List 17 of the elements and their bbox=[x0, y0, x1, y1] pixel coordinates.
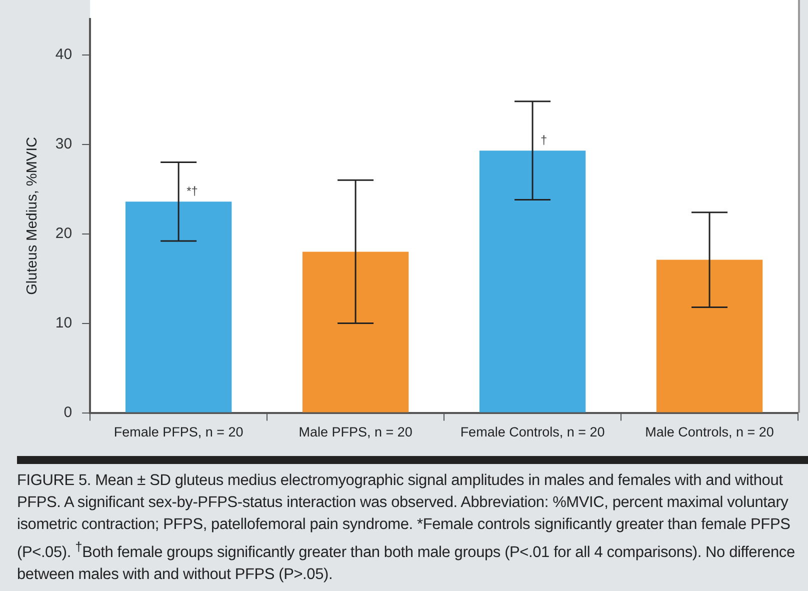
x-tick-label: Female Controls, n = 20 bbox=[460, 424, 605, 440]
bar bbox=[656, 260, 763, 412]
x-tick-label: Male Controls, n = 20 bbox=[645, 424, 774, 440]
y-tick-label: 20 bbox=[55, 224, 72, 242]
y-tick-label: 0 bbox=[64, 404, 72, 421]
y-axis-title: Gluteus Medius, %MVIC bbox=[24, 136, 41, 295]
bar bbox=[479, 150, 586, 412]
x-tick-label: Female PFPS, n = 20 bbox=[114, 424, 244, 440]
caption: FIGURE 5. Mean ± SD gluteus medius electromyographic signal amplitudes in males and females with and without PFPS. A significant sex-by-PFPS-status interaction was observed. Abbreviation: %MVIC, percent maximal voluntary isometric contraction; PFPS, patellofemoral pain syndrome. *Female controls significantly greater than female PFPS (P<.05). $^{†}$Both female groups significantly greater than both male groups (P<.01 for all 4 comparisons). No difference between males with and without PFPS (P>.05). bbox=[17, 471, 796, 586]
x-tick-label: Male PFPS, n = 20 bbox=[298, 424, 412, 440]
data-label: *† bbox=[186, 184, 198, 198]
bar bbox=[125, 202, 232, 412]
data-label: † bbox=[540, 132, 548, 147]
bar bbox=[302, 252, 409, 412]
y-tick-label: 10 bbox=[55, 314, 72, 332]
y-tick-label: 40 bbox=[55, 46, 72, 63]
y-tick-label: 30 bbox=[55, 135, 72, 152]
